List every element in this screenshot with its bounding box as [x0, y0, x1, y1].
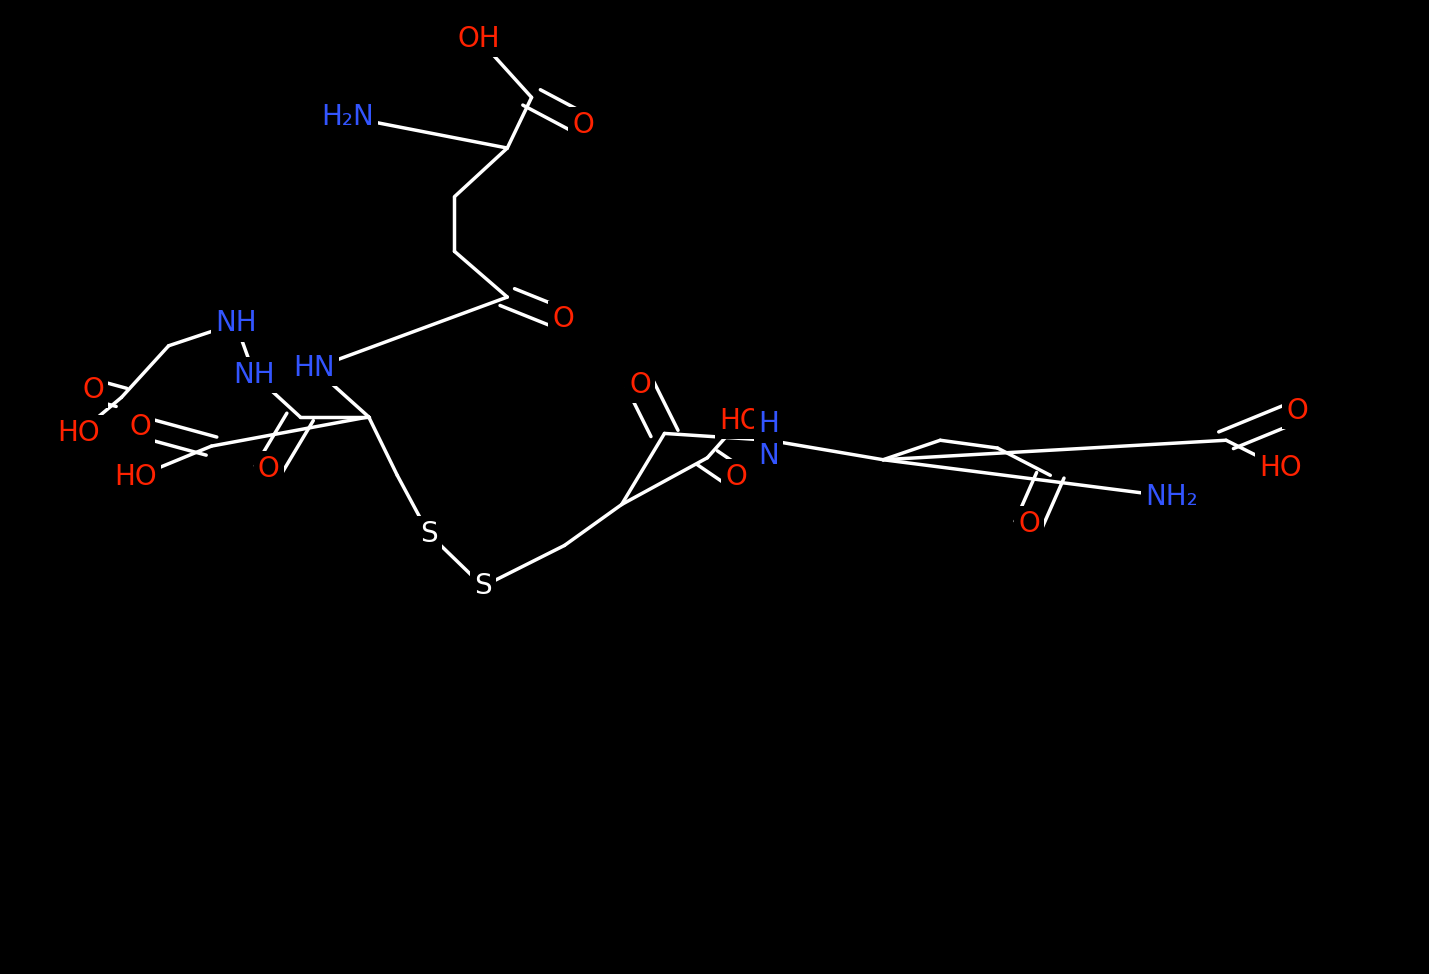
Text: HO: HO [1259, 454, 1302, 481]
Text: H₂N: H₂N [322, 103, 373, 131]
Text: O: O [1286, 397, 1309, 425]
Text: S: S [474, 573, 492, 600]
Text: H
N: H N [759, 410, 779, 470]
Text: O: O [552, 306, 574, 333]
Text: O: O [257, 456, 280, 483]
Text: HO: HO [719, 407, 762, 434]
Text: O: O [725, 464, 747, 491]
Text: O: O [81, 376, 104, 403]
Text: O: O [572, 111, 594, 138]
Text: HO: HO [114, 464, 157, 491]
Text: HO: HO [57, 420, 100, 447]
Text: O: O [629, 371, 652, 398]
Text: S: S [420, 520, 437, 547]
Text: NH₂: NH₂ [1146, 483, 1198, 510]
Text: NH: NH [233, 361, 276, 389]
Text: NH: NH [214, 310, 257, 337]
Text: HN: HN [293, 355, 336, 382]
Text: O: O [129, 413, 151, 440]
Text: O: O [1017, 510, 1040, 538]
Text: OH: OH [457, 25, 500, 53]
